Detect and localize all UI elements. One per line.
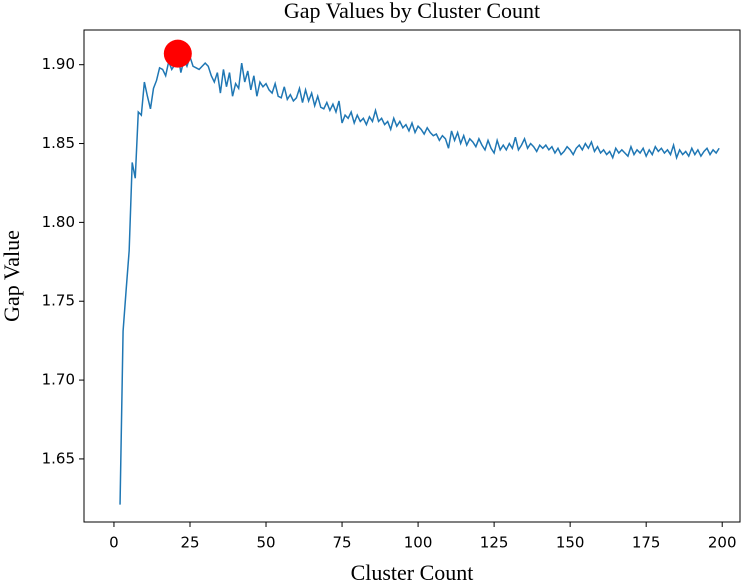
- y-tick-label: 1.75: [42, 292, 75, 310]
- y-axis-label: Gap Value: [0, 230, 24, 322]
- x-tick-label: 0: [109, 534, 119, 552]
- x-tick-label: 75: [333, 534, 352, 552]
- x-tick-label: 25: [180, 534, 199, 552]
- x-tick-label: 100: [404, 534, 433, 552]
- y-tick-label: 1.65: [42, 449, 75, 467]
- y-tick-label: 1.70: [42, 371, 75, 389]
- plot-frame: [83, 29, 741, 523]
- y-tick-label: 1.85: [42, 134, 75, 152]
- y-tick-label: 1.80: [42, 213, 75, 231]
- x-tick-label: 125: [480, 534, 509, 552]
- y-tick-label: 1.90: [42, 55, 75, 73]
- x-tick-label: 150: [556, 534, 585, 552]
- highlight-point: [163, 39, 192, 68]
- x-tick-label: 175: [632, 534, 661, 552]
- x-tick-label: 200: [708, 534, 737, 552]
- x-tick-label: 50: [256, 534, 275, 552]
- chart-title: Gap Values by Cluster Count: [284, 0, 540, 23]
- data-line: [119, 53, 720, 505]
- x-axis-label: Cluster Count: [351, 560, 474, 585]
